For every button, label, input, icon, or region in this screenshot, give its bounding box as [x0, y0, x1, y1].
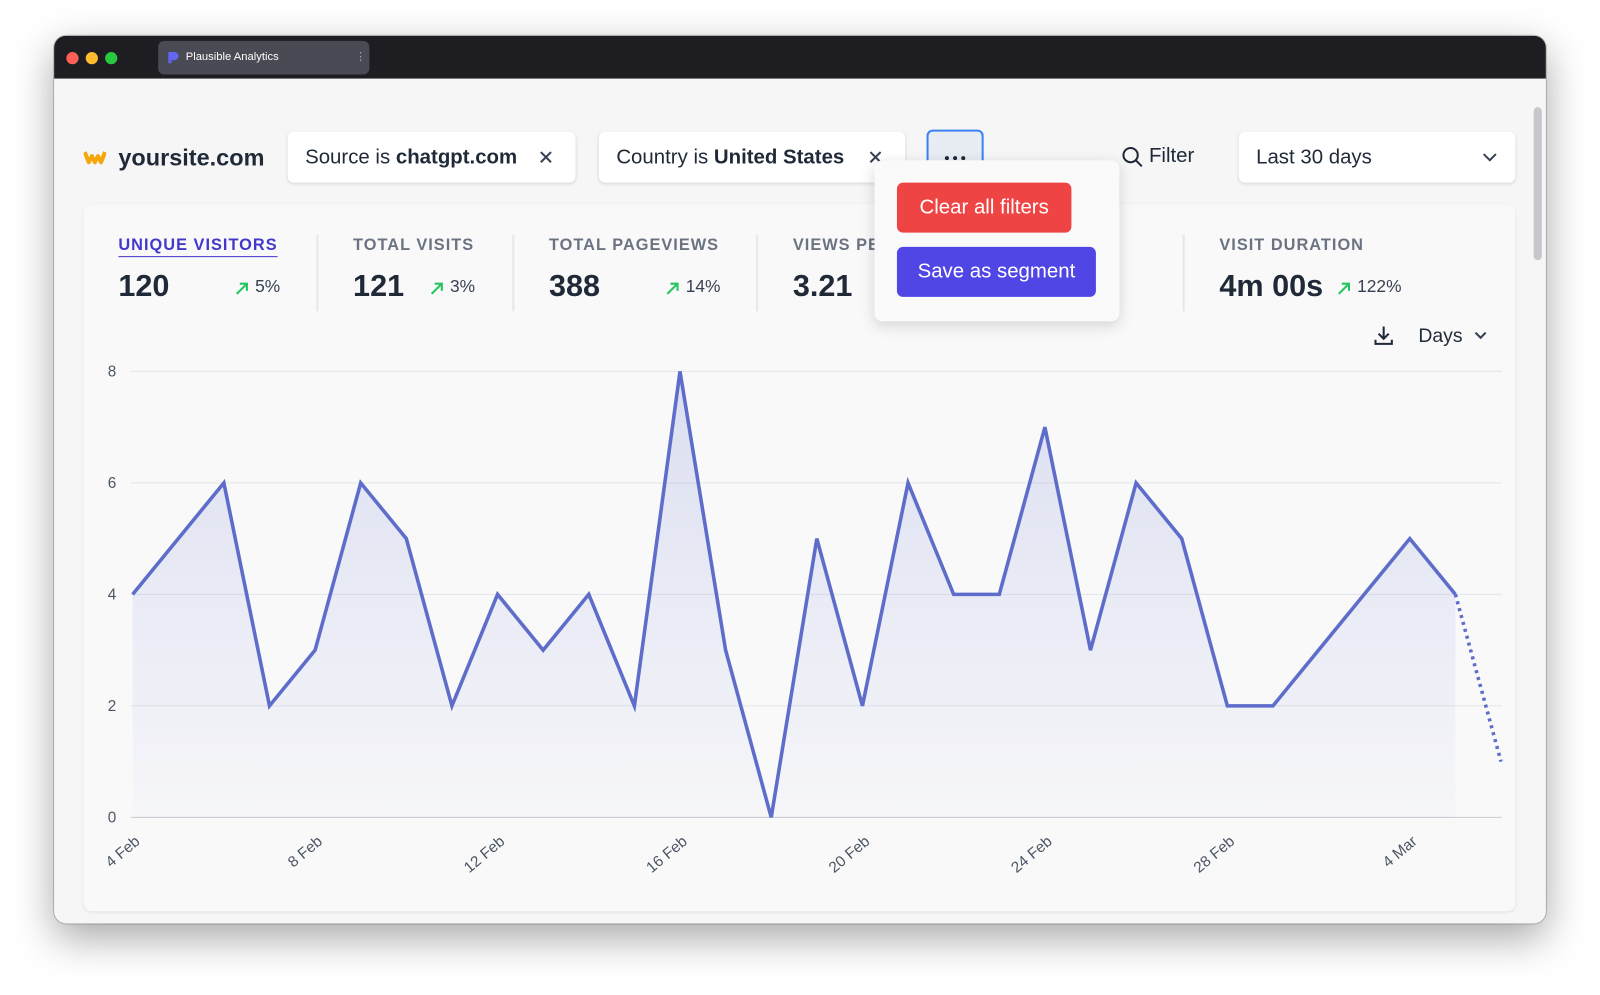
tab-icon — [168, 52, 179, 64]
x-tick-label: 12 Feb — [461, 833, 508, 877]
metric-change: 14% — [685, 276, 721, 296]
remove-filter[interactable] — [539, 150, 553, 164]
separator — [756, 234, 759, 312]
browser-tab[interactable]: Plausible Analytics ⋮ — [158, 40, 370, 75]
partial-line — [1453, 593, 1503, 763]
metric-value: 3.21 — [792, 269, 853, 304]
close-button[interactable] — [66, 52, 79, 65]
site-name[interactable]: yoursite.com — [118, 143, 265, 171]
tab-title: Plausible Analytics — [185, 51, 279, 64]
scrollbar[interactable] — [1533, 107, 1542, 261]
x-tick-label: 24 Feb — [1008, 833, 1055, 877]
clear-filters-button[interactable]: Clear all filters — [896, 182, 1072, 233]
chevron — [1474, 331, 1487, 340]
minimize-button[interactable] — [85, 52, 98, 65]
line — [131, 371, 1457, 818]
filter-label: Source is — [305, 145, 391, 169]
chevron — [1482, 153, 1497, 162]
y-tick-label: 4 — [108, 586, 117, 603]
x-tick-label: 20 Feb — [826, 833, 873, 877]
filter-button[interactable]: Filter — [1148, 144, 1195, 168]
y-tick-label: 8 — [108, 364, 117, 381]
title-bar: Plausible Analytics ⋮ — [54, 35, 1546, 79]
metric-change: 5% — [255, 276, 281, 296]
arrow-path — [1338, 282, 1350, 295]
y-tick-label: 2 — [108, 698, 117, 715]
period-select[interactable]: Last 30 days — [1238, 131, 1516, 183]
save-segment-button[interactable]: Save as segment — [896, 246, 1096, 297]
site-logo — [83, 151, 107, 165]
search-icon — [1122, 146, 1143, 168]
arrow-path — [430, 282, 443, 295]
filter-chip[interactable]: Source is chatgpt.com — [287, 131, 576, 183]
filter-value: chatgpt.com — [395, 145, 518, 169]
x-tick-label: 8 Feb — [285, 833, 326, 871]
trend-arrow — [666, 282, 679, 295]
separator — [1182, 234, 1185, 312]
metric-value: 120 — [118, 269, 170, 304]
trend-arrow — [1338, 282, 1350, 295]
metric-value: 121 — [353, 269, 405, 304]
download-icon[interactable] — [1372, 324, 1394, 346]
metric-label[interactable]: UNIQUE VISITORS — [118, 236, 278, 255]
x-tick-label: 16 Feb — [643, 833, 690, 877]
metric-value: 4m 00s — [1219, 269, 1324, 304]
x-tick-label: 4 Feb — [102, 833, 143, 871]
line-area — [132, 371, 1456, 818]
separator — [512, 234, 515, 312]
metric-label[interactable]: TOTAL VISITS — [353, 236, 475, 255]
arrow-path — [236, 282, 248, 295]
metric-change: 122% — [1357, 276, 1402, 296]
y-tick-label: 0 — [108, 809, 117, 826]
ellipsis-icon — [944, 156, 966, 161]
separator — [316, 234, 319, 312]
arrow-path — [666, 282, 679, 295]
metric-label[interactable]: TOTAL PAGEVIEWS — [548, 236, 720, 255]
x-tick-label: 4 Mar — [1380, 833, 1421, 871]
filter-value: United States — [713, 145, 845, 169]
metric-value: 388 — [548, 269, 601, 304]
filter-menu: Clear all filters Save as segment — [874, 160, 1120, 322]
trend-arrow — [430, 282, 443, 295]
zoom-button[interactable] — [105, 52, 118, 65]
x-tick-label: 28 Feb — [1191, 833, 1238, 877]
y-tick-label: 6 — [108, 475, 117, 492]
tab-menu[interactable]: ⋮ — [355, 51, 367, 64]
metric-label[interactable]: VISIT DURATION — [1219, 236, 1364, 255]
period-label: Last 30 days — [1256, 145, 1372, 169]
filter-label: Country is — [616, 145, 709, 169]
trend-arrow — [236, 282, 248, 295]
filter-chip[interactable]: Country is United States — [598, 131, 906, 183]
interval-select[interactable]: Days — [1418, 325, 1463, 347]
metric-change: 3% — [449, 276, 476, 296]
